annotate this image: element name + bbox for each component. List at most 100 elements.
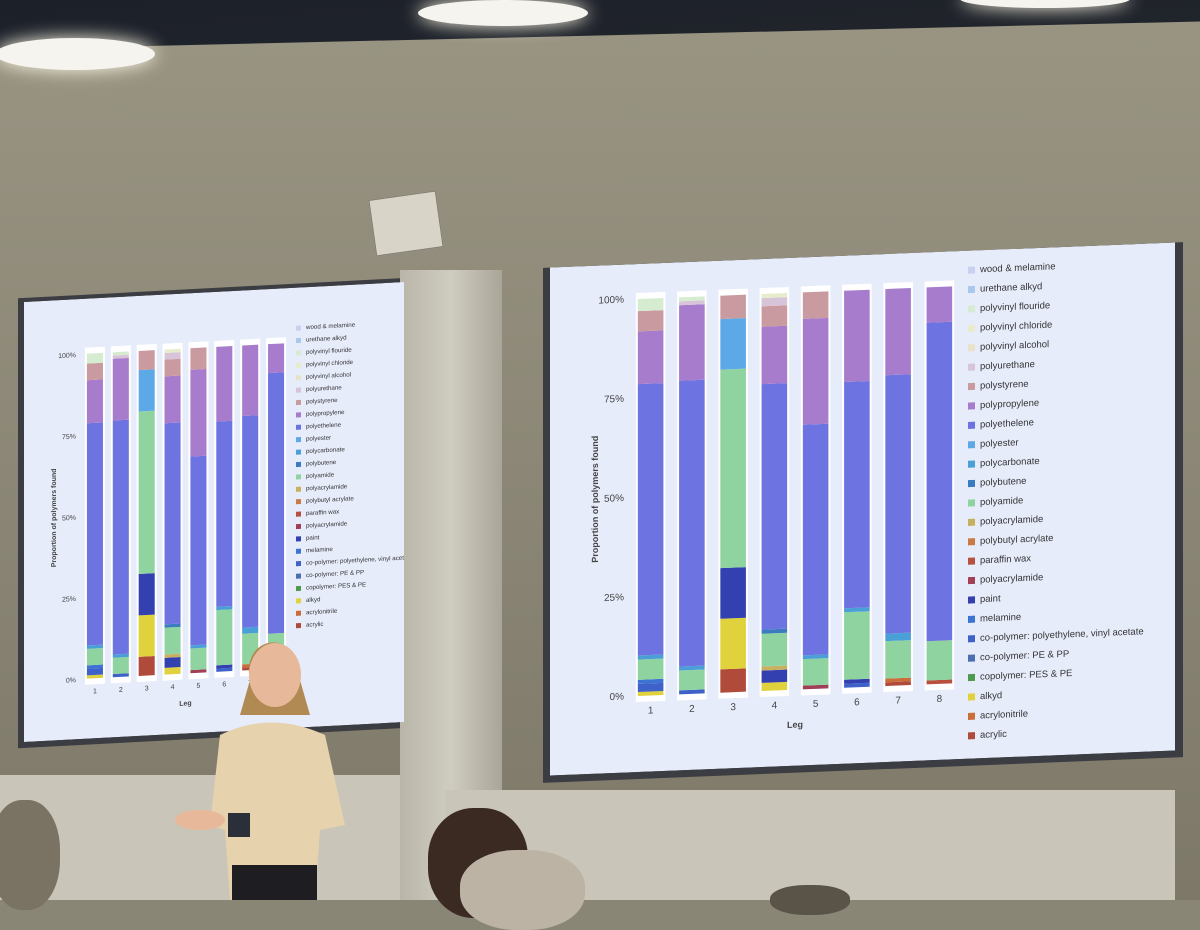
bar-segment xyxy=(216,420,233,607)
bar-segment xyxy=(86,379,103,424)
legend-swatch xyxy=(968,363,975,371)
bar-segment xyxy=(761,297,788,307)
bar-segment xyxy=(885,640,911,679)
bar-segment xyxy=(112,653,129,658)
bar-segment xyxy=(926,321,953,642)
legend-label: polyvinyl flouride xyxy=(980,300,1050,314)
legend-label: paraffin wax xyxy=(980,553,1031,566)
legend-swatch xyxy=(968,285,975,294)
legend-swatch xyxy=(968,479,975,488)
bar-segment xyxy=(242,626,259,634)
bar-segment xyxy=(190,369,207,457)
legend-swatch xyxy=(968,693,975,701)
bar-segment xyxy=(637,690,664,697)
bar-segment xyxy=(802,291,829,319)
legend-swatch xyxy=(968,305,975,313)
bar-segment xyxy=(761,628,788,634)
bar-segment xyxy=(720,368,746,569)
y-tick-label: 100% xyxy=(58,352,76,360)
legend-label: polyester xyxy=(980,437,1019,450)
bar-segment xyxy=(112,357,129,421)
bar-segment xyxy=(138,350,155,371)
legend-swatch xyxy=(296,399,301,406)
legend-swatch xyxy=(968,421,975,429)
legend-label: polyvinyl alcohol xyxy=(980,339,1049,353)
bar-segment xyxy=(761,681,788,692)
bar-segment xyxy=(761,665,788,671)
legend-swatch xyxy=(968,732,975,740)
bar-segment xyxy=(637,330,664,385)
y-tick-label: 100% xyxy=(598,295,624,307)
y-tick-label: 0% xyxy=(66,677,76,685)
bar-segment xyxy=(637,383,664,656)
y-tick-label: 0% xyxy=(610,692,625,704)
legend-label: polypropylene xyxy=(306,409,345,418)
legend-label: polyacrylamide xyxy=(306,483,348,492)
legend-label: co-polymer: PE & PP xyxy=(980,649,1069,664)
x-tick-label: 7 xyxy=(895,695,901,706)
legend-swatch xyxy=(968,557,975,565)
bar-segment xyxy=(86,667,103,676)
ceiling xyxy=(0,0,1200,50)
bar-segment xyxy=(86,644,103,649)
bar-segment xyxy=(216,609,233,666)
legend-swatch xyxy=(968,712,975,720)
legend-swatch xyxy=(296,499,301,505)
x-axis-label: Leg xyxy=(787,719,803,730)
legend-swatch xyxy=(968,654,975,662)
legend-swatch xyxy=(296,561,301,567)
bar-segment xyxy=(761,632,788,667)
y-tick-label: 75% xyxy=(604,394,624,406)
bar-segment xyxy=(637,310,664,332)
bar-segment xyxy=(885,632,911,642)
legend-label: polystyrene xyxy=(980,379,1029,392)
legend-swatch xyxy=(968,402,975,410)
x-tick-label: 6 xyxy=(222,681,226,688)
bar-segment xyxy=(242,344,259,417)
bar-segment xyxy=(164,422,181,625)
audience-head xyxy=(0,800,60,910)
bar-segment xyxy=(190,669,207,674)
x-tick-label: 4 xyxy=(171,684,175,691)
bar-segment xyxy=(216,346,233,422)
bar-segment xyxy=(802,423,829,656)
bar-segment xyxy=(86,674,103,679)
legend-label: polycarbonate xyxy=(306,446,345,455)
bar-segment xyxy=(679,689,705,695)
legend-label: acrylic xyxy=(306,621,324,629)
legend-swatch xyxy=(296,461,301,468)
legend-label: urethane alkyd xyxy=(306,334,347,343)
wall-sensor xyxy=(368,190,444,257)
legend-label: polyvinyl chloride xyxy=(980,320,1052,334)
legend-swatch xyxy=(968,441,975,449)
bar-segment xyxy=(86,362,103,381)
legend-swatch xyxy=(296,337,301,344)
bar-segment xyxy=(164,375,181,424)
legend-label: polyacrylamide xyxy=(306,520,348,529)
bar-segment xyxy=(190,644,207,649)
legend-label: wood & melamine xyxy=(979,261,1055,275)
legend-swatch xyxy=(968,596,975,604)
legend-label: melamine xyxy=(980,612,1021,625)
bar-segment xyxy=(720,318,746,370)
legend-label: paint xyxy=(306,534,320,542)
bar-segment xyxy=(164,626,181,655)
bar-segment xyxy=(761,325,788,385)
bar-segment xyxy=(190,647,207,671)
bar-segment xyxy=(164,667,181,675)
legend-swatch xyxy=(968,538,975,546)
x-tick-label: 6 xyxy=(854,697,860,708)
bar-segment xyxy=(844,381,870,609)
legend-swatch xyxy=(968,499,975,507)
legend-swatch xyxy=(968,460,975,468)
bar-segment xyxy=(138,614,155,657)
bar-segment xyxy=(802,684,829,690)
right-slide-chart: 0% 25% 50% 75% 100% Proportion of polymers fo… xyxy=(550,242,1175,776)
legend-label: polyvinyl chloride xyxy=(306,359,354,368)
legend-swatch xyxy=(296,511,301,517)
legend-swatch xyxy=(968,382,975,391)
bar-segment xyxy=(112,419,129,655)
bar-segment xyxy=(164,348,181,353)
legend-swatch xyxy=(296,474,301,480)
y-axis-label: Proportion of polymers found xyxy=(51,468,58,567)
